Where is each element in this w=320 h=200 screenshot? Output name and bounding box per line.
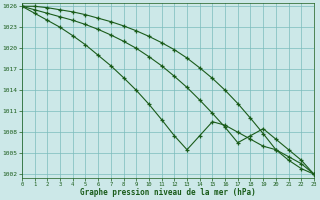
X-axis label: Graphe pression niveau de la mer (hPa): Graphe pression niveau de la mer (hPa) <box>80 188 256 197</box>
